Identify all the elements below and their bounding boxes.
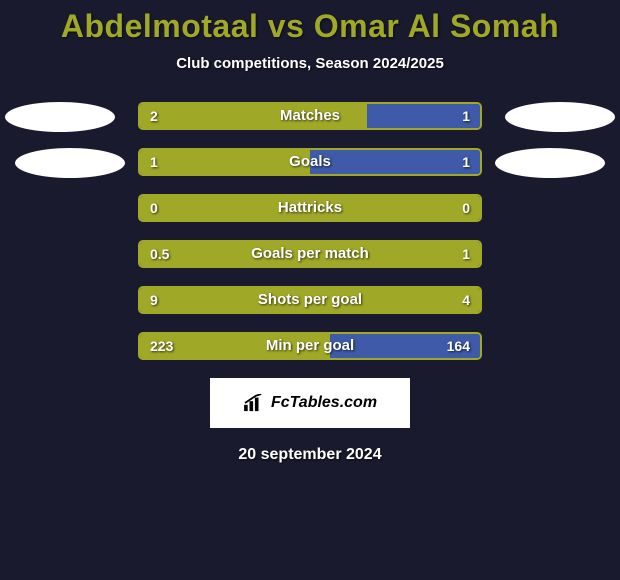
bar-left-fill [140, 334, 330, 358]
page-title: Abdelmotaal vs Omar Al Somah [0, 8, 620, 45]
bar-left-fill [140, 288, 480, 312]
bar-right-fill [310, 150, 480, 174]
comparison-infographic: Abdelmotaal vs Omar Al Somah Club compet… [0, 0, 620, 464]
bar-left-fill [140, 104, 367, 128]
bar-left-fill [140, 242, 480, 266]
stat-row: 21Matches [138, 102, 482, 130]
stat-row: 0.51Goals per match [138, 240, 482, 268]
stat-row: 00Hattricks [138, 194, 482, 222]
player-photo-left [5, 102, 115, 132]
bar-right-fill [367, 104, 480, 128]
bar-left-fill [140, 150, 310, 174]
branding-text: FcTables.com [271, 394, 377, 412]
bar-left-fill [140, 196, 480, 220]
chart-icon [243, 394, 265, 412]
stat-row: 223164Min per goal [138, 332, 482, 360]
stats-area: 21Matches 11Goals 00Hattricks 0.51Goals per… [0, 102, 620, 360]
player-photo-right-shadow [495, 148, 605, 178]
stat-row: 94Shots per goal [138, 286, 482, 314]
player-photo-right [505, 102, 615, 132]
player-photo-left-shadow [15, 148, 125, 178]
stat-bars: 21Matches 11Goals 00Hattricks 0.51Goals per… [138, 102, 482, 360]
stat-row: 11Goals [138, 148, 482, 176]
date-label: 20 september 2024 [0, 446, 620, 464]
bar-right-fill [330, 334, 480, 358]
branding-badge: FcTables.com [210, 378, 410, 428]
subtitle: Club competitions, Season 2024/2025 [0, 55, 620, 72]
